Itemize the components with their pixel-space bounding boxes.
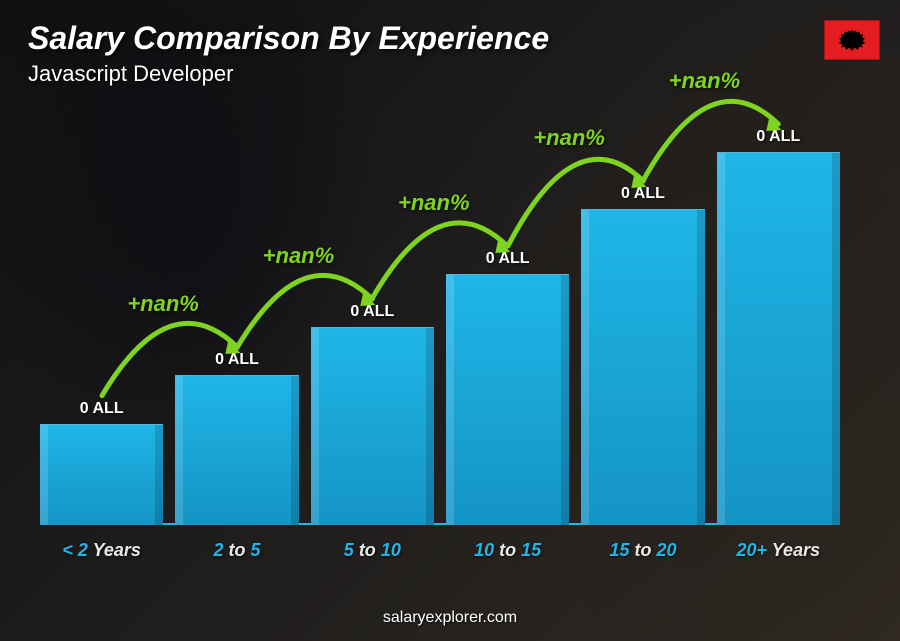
category-label: < 2 Years xyxy=(40,540,163,561)
bar-value-label: 0 ALL xyxy=(80,400,124,418)
bar-value-label: 0 ALL xyxy=(350,303,394,321)
chart-container: Salary Comparison By Experience Javascri… xyxy=(0,0,900,641)
category-label: 15 to 20 xyxy=(581,540,704,561)
growth-label: +nan% xyxy=(669,68,741,94)
category-label: 20+ Years xyxy=(717,540,840,561)
header: Salary Comparison By Experience Javascri… xyxy=(28,20,549,87)
chart-subtitle: Javascript Developer xyxy=(28,61,549,87)
footer-attribution: salaryexplorer.com xyxy=(0,609,900,627)
bar-value-label: 0 ALL xyxy=(215,351,259,369)
bar xyxy=(311,327,434,525)
category-label: 5 to 10 xyxy=(311,540,434,561)
bar-wrap: 0 ALL xyxy=(581,120,704,525)
bar-value-label: 0 ALL xyxy=(486,250,530,268)
flag-albania xyxy=(824,20,880,60)
bar xyxy=(446,274,569,525)
category-labels: < 2 Years 2 to 5 5 to 10 10 to 15 15 to 20 20… xyxy=(40,540,840,561)
bar xyxy=(717,152,840,525)
category-label: 10 to 15 xyxy=(446,540,569,561)
chart-title: Salary Comparison By Experience xyxy=(28,20,549,57)
chart-area: 0 ALL 0 ALL 0 ALL 0 ALL 0 ALL 0 ALL < 2 Years… xyxy=(40,120,840,561)
bar-wrap: 0 ALL xyxy=(446,120,569,525)
bar-value-label: 0 ALL xyxy=(756,128,800,146)
bar xyxy=(581,209,704,525)
bar-wrap: 0 ALL xyxy=(717,120,840,525)
bar xyxy=(175,375,298,525)
bar-wrap: 0 ALL xyxy=(175,120,298,525)
bar-wrap: 0 ALL xyxy=(40,120,163,525)
eagle-icon xyxy=(835,25,869,55)
bars-group: 0 ALL 0 ALL 0 ALL 0 ALL 0 ALL 0 ALL xyxy=(40,120,840,525)
bar xyxy=(40,424,163,525)
category-label: 2 to 5 xyxy=(175,540,298,561)
bar-value-label: 0 ALL xyxy=(621,185,665,203)
bar-wrap: 0 ALL xyxy=(311,120,434,525)
